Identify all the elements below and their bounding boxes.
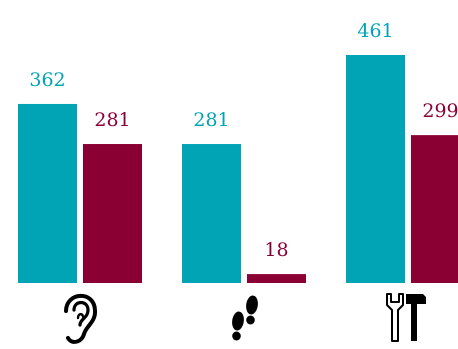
value-label: 18	[264, 239, 288, 261]
bar-series2-ear	[83, 144, 142, 283]
footprints-icon	[232, 295, 258, 341]
value-label: 299	[422, 100, 458, 122]
bar-series1-ear	[18, 103, 77, 283]
tools-icon	[386, 293, 426, 342]
ear-icon	[64, 293, 98, 344]
value-label: 281	[94, 109, 130, 131]
value-label: 362	[29, 69, 65, 91]
value-label: 281	[193, 109, 229, 131]
bar-series2-tools	[411, 135, 458, 283]
value-label: 461	[357, 20, 393, 42]
bar-series1-tools	[346, 55, 405, 283]
value-labels-group: 362 281 281 18 461 299	[29, 20, 458, 261]
bars-group	[18, 55, 458, 283]
bar-series1-footprints	[182, 144, 241, 283]
bar-series2-footprints	[247, 274, 306, 283]
